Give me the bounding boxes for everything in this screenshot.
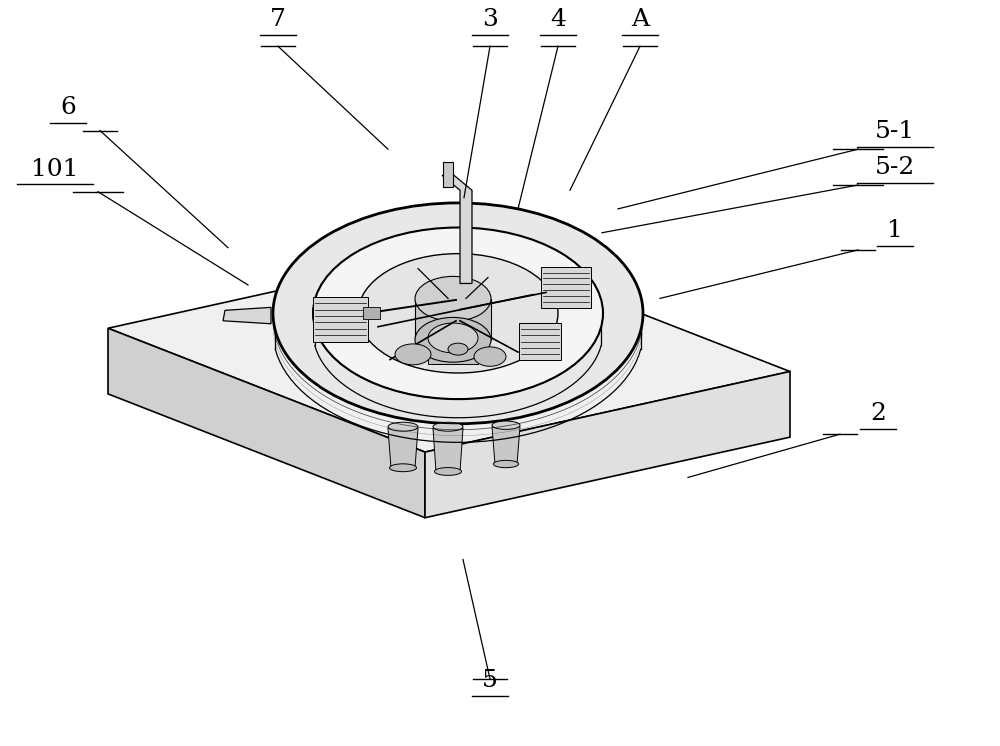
Text: 5-1: 5-1 bbox=[875, 120, 915, 143]
Text: 5: 5 bbox=[482, 669, 498, 692]
Polygon shape bbox=[443, 162, 453, 186]
Text: 7: 7 bbox=[270, 8, 286, 31]
Ellipse shape bbox=[395, 344, 431, 365]
Polygon shape bbox=[415, 299, 491, 340]
Text: 5-2: 5-2 bbox=[875, 156, 915, 179]
Polygon shape bbox=[541, 267, 591, 307]
Ellipse shape bbox=[388, 422, 418, 431]
Ellipse shape bbox=[493, 460, 519, 468]
Ellipse shape bbox=[313, 228, 603, 399]
Polygon shape bbox=[108, 248, 790, 452]
Text: A: A bbox=[631, 8, 649, 31]
Ellipse shape bbox=[390, 464, 416, 471]
Ellipse shape bbox=[358, 254, 558, 373]
Text: 6: 6 bbox=[60, 96, 76, 119]
Text: 2: 2 bbox=[870, 402, 886, 425]
Polygon shape bbox=[223, 307, 271, 324]
Ellipse shape bbox=[273, 203, 643, 424]
Text: 1: 1 bbox=[887, 219, 903, 242]
Ellipse shape bbox=[492, 421, 520, 430]
Ellipse shape bbox=[474, 347, 506, 366]
Polygon shape bbox=[108, 328, 425, 518]
Ellipse shape bbox=[433, 422, 463, 431]
Ellipse shape bbox=[415, 318, 491, 362]
Text: 3: 3 bbox=[482, 8, 498, 31]
Polygon shape bbox=[492, 427, 520, 464]
Polygon shape bbox=[519, 323, 561, 360]
Ellipse shape bbox=[434, 468, 462, 475]
Ellipse shape bbox=[448, 343, 468, 355]
Ellipse shape bbox=[428, 323, 478, 353]
Text: 101: 101 bbox=[31, 157, 79, 181]
Polygon shape bbox=[433, 428, 463, 471]
Text: 4: 4 bbox=[550, 8, 566, 31]
Polygon shape bbox=[388, 428, 418, 468]
Polygon shape bbox=[442, 175, 472, 283]
Polygon shape bbox=[312, 297, 368, 342]
Polygon shape bbox=[363, 307, 380, 319]
Ellipse shape bbox=[415, 277, 491, 322]
Polygon shape bbox=[428, 338, 478, 364]
Polygon shape bbox=[425, 372, 790, 518]
